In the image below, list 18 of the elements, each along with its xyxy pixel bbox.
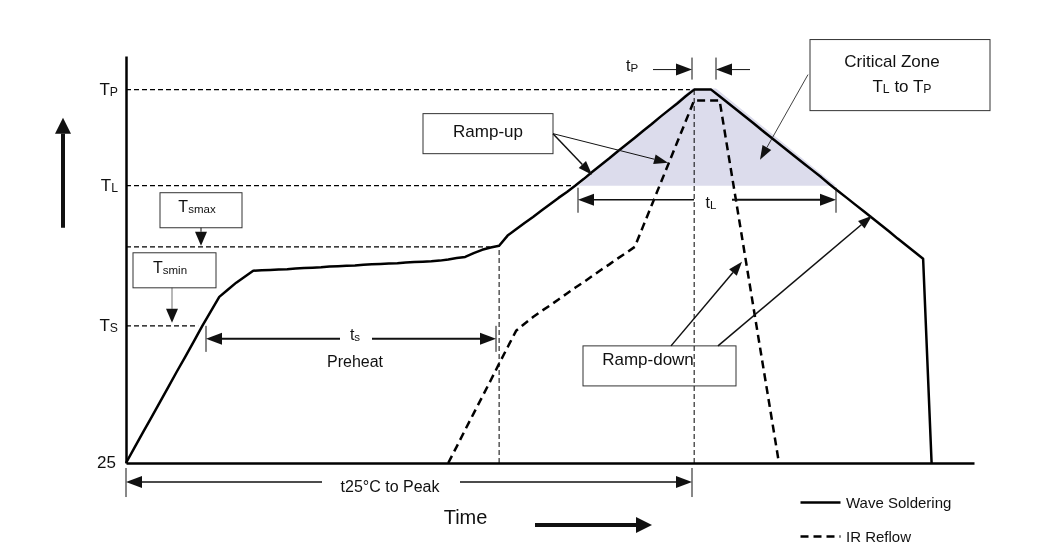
ref-line-label: TS [99,315,118,335]
annotation: Tsmax [178,198,216,215]
text: 25 [97,453,116,472]
legend-label: IR Reflow [846,527,912,545]
annotation: TL to TP [872,77,932,96]
x-axis-title: Time [443,505,488,528]
annotation: Preheat [326,353,384,370]
text: t25°C to Peak [340,478,441,495]
annotation: Ramp-up [453,122,523,141]
ref-line-label: TP [99,79,118,99]
text: tP [625,57,639,74]
ref-line-label: TL [100,175,119,195]
annotation: Ramp-down [602,350,694,369]
annotation: tL [705,194,718,211]
annotation: Tsmin [152,259,188,276]
annotation: ts [349,326,361,343]
text: Critical Zone [844,52,940,71]
legend-label: Wave Soldering [846,493,952,511]
